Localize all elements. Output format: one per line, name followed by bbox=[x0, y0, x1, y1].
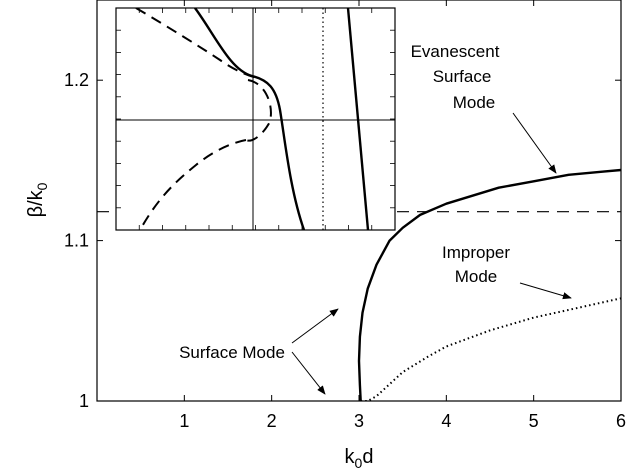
annotation-line: Evanescent bbox=[411, 42, 500, 61]
annotation-evanescent-surface-mode: Evanescent Surface Mode bbox=[411, 42, 557, 174]
y-tick-label: 1.1 bbox=[64, 231, 89, 251]
x-axis-ticks: 1 2 3 4 5 6 bbox=[179, 0, 626, 431]
series-dotted-line bbox=[360, 297, 621, 401]
annotation-line: Mode bbox=[455, 267, 498, 286]
annotation-line: Surface bbox=[433, 67, 492, 86]
x-tick-label: 1 bbox=[179, 411, 189, 431]
x-tick-label: 6 bbox=[616, 411, 626, 431]
inset-solid-right-line bbox=[346, 8, 370, 230]
x-tick-label: 5 bbox=[529, 411, 539, 431]
x-tick-label: 2 bbox=[267, 411, 277, 431]
y-axis-ticks: 1 1.1 1.2 bbox=[64, 70, 621, 411]
x-tick-label: 3 bbox=[354, 411, 364, 431]
annotation-arrow bbox=[291, 308, 339, 344]
y-axis-label: β/k0 bbox=[25, 182, 50, 217]
annotation-arrow bbox=[512, 112, 557, 174]
annotation-improper-mode: Improper Mode bbox=[442, 243, 572, 300]
inset-ticks bbox=[116, 8, 395, 230]
series-solid-line bbox=[357, 168, 621, 401]
annotation-line: Surface Mode bbox=[179, 343, 285, 362]
annotation-arrow bbox=[519, 282, 572, 300]
annotation-surface-mode: Surface Mode bbox=[179, 308, 339, 395]
annotation-arrow bbox=[291, 351, 326, 395]
annotation-line: Improper bbox=[442, 243, 510, 262]
inset-dashed-lower-curve bbox=[139, 139, 247, 230]
inset-solid-curve bbox=[194, 8, 306, 230]
inset-frame bbox=[115, 7, 396, 231]
annotation-line: Mode bbox=[453, 93, 496, 112]
x-tick-label: 4 bbox=[441, 411, 451, 431]
y-tick-label: 1.2 bbox=[64, 70, 89, 90]
x-axis-label: k0d bbox=[345, 446, 374, 471]
inset-dashed-loop bbox=[245, 79, 272, 142]
inset-panel bbox=[115, 7, 396, 231]
y-tick-label: 1 bbox=[79, 391, 89, 411]
